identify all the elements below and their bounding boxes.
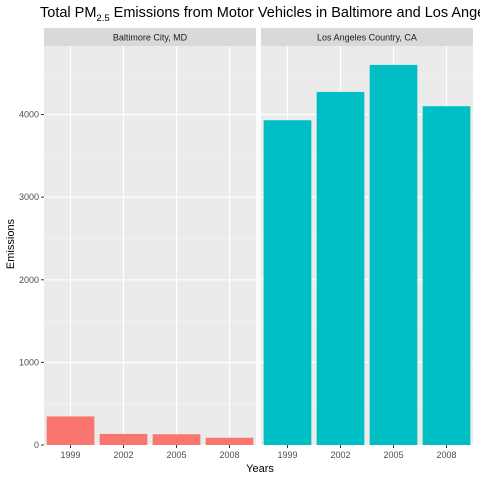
bar (422, 106, 471, 445)
bar (46, 416, 95, 445)
x-tick-label: 1999 (277, 450, 297, 460)
panel-background (44, 46, 256, 445)
facet-panel: Baltimore City, MD 1999 2002 2005 2008 (44, 28, 256, 460)
x-tick-label: 2008 (219, 450, 239, 460)
x-tick-label: 2002 (113, 450, 133, 460)
y-tick-label: 4000 (19, 110, 39, 120)
y-tick-label: 0 (34, 440, 39, 450)
x-tick-label: 2002 (330, 450, 350, 460)
facet-strip (261, 28, 473, 46)
bar (152, 434, 201, 445)
bar (316, 91, 365, 446)
y-axis: 0 1000 2000 3000 4000 (19, 110, 44, 450)
y-axis-title: Emissions (5, 218, 17, 269)
facet-strip (44, 28, 256, 46)
facet-panel: Los Angeles Country, CA 1999 2002 2005 2008 (261, 28, 473, 460)
y-tick-label: 2000 (19, 275, 39, 285)
y-tick-label: 3000 (19, 192, 39, 202)
x-axis-title: Years (246, 463, 274, 475)
x-tick-label: 1999 (60, 450, 80, 460)
bar (205, 437, 254, 445)
chart-title-suffix: Emissions from Motor Vehicles in Baltimo… (110, 5, 480, 21)
bar (263, 120, 312, 445)
facet-strip-label: Baltimore City, MD (113, 33, 188, 43)
facet-strip-label: Los Angeles Country, CA (317, 33, 417, 43)
chart-title-subscript: 2.5 (96, 13, 109, 24)
x-tick-label: 2005 (166, 450, 186, 460)
bar (99, 433, 148, 445)
x-tick-label: 2005 (383, 450, 403, 460)
y-tick-label: 1000 (19, 357, 39, 367)
x-tick-label: 2008 (436, 450, 456, 460)
bar (369, 64, 418, 445)
chart-title: Total PM2.5 Emissions from Motor Vehicle… (40, 5, 480, 24)
chart-title-prefix: Total PM (40, 5, 96, 21)
